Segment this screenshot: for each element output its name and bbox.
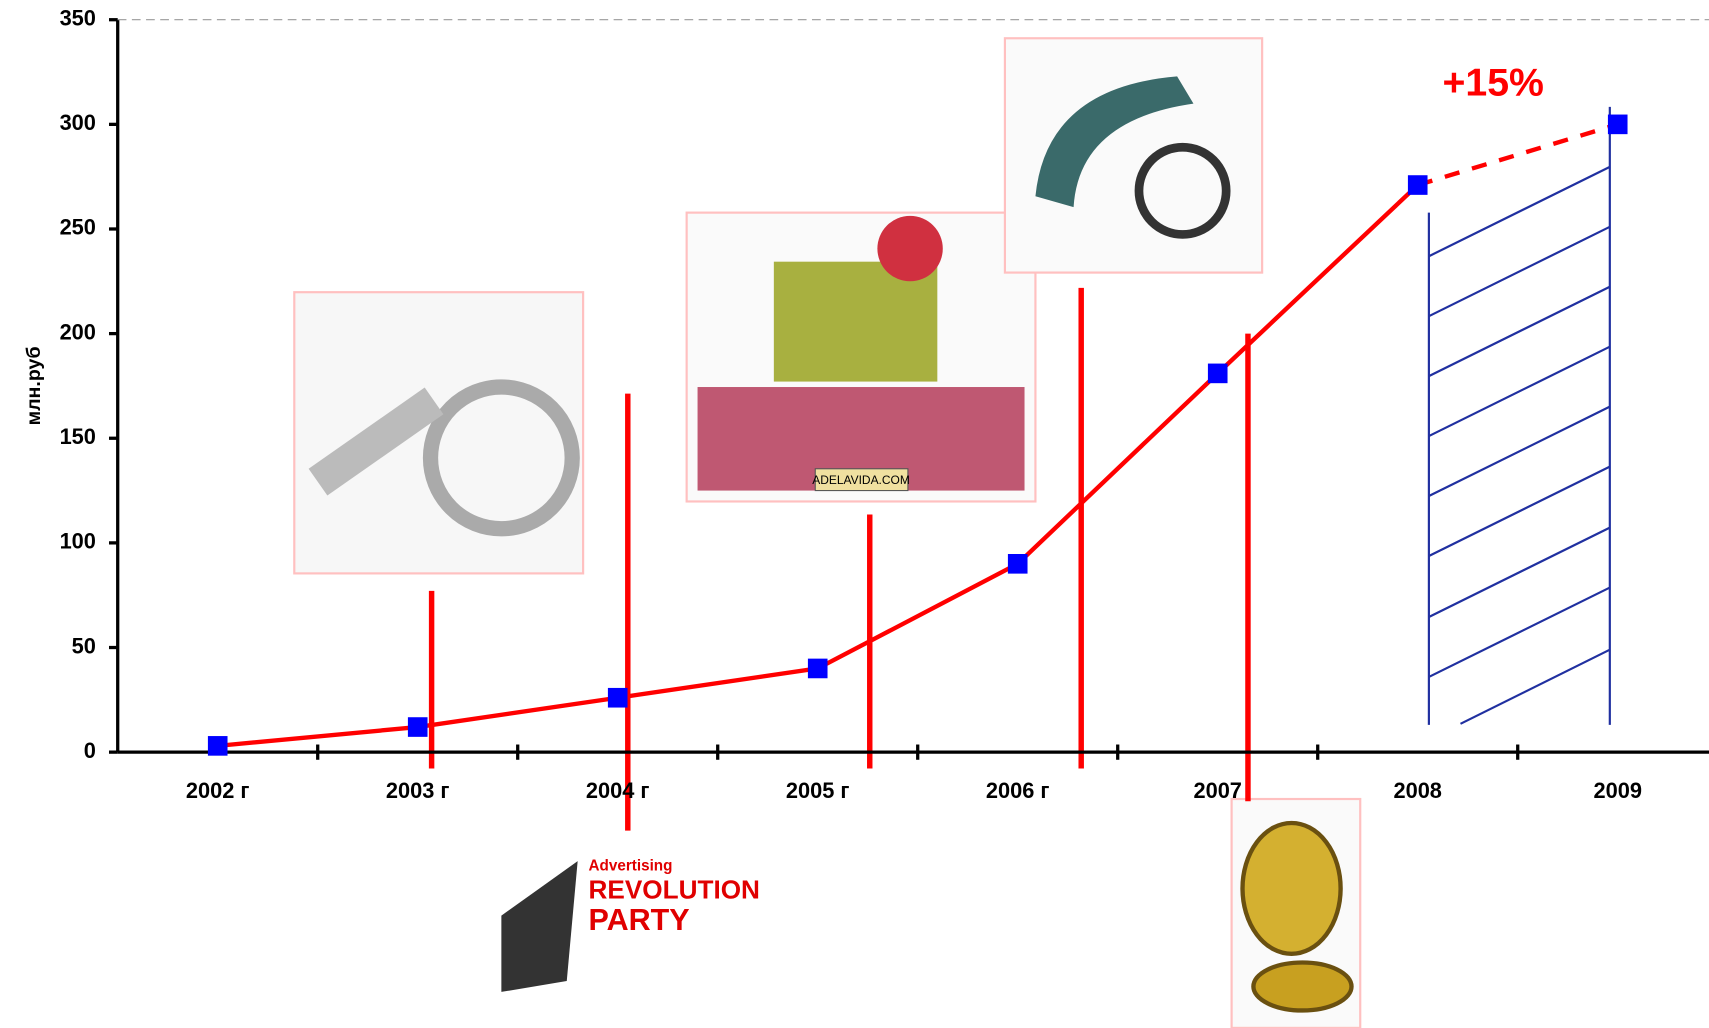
x-tick-label: 2002 г	[186, 778, 250, 803]
hatch-line	[1460, 650, 1609, 724]
y-tick-label: 300	[60, 110, 96, 135]
illustration-text: REVOLUTION	[589, 875, 760, 905]
y-tick-label: 100	[60, 529, 96, 554]
arp-logo	[501, 861, 577, 992]
illustration-text: PARTY	[589, 903, 690, 937]
x-tick-label: 2009	[1593, 778, 1641, 803]
y-tick-label: 0	[84, 738, 96, 763]
point	[1208, 364, 1228, 384]
y-tick-label: 150	[60, 424, 96, 449]
hatch-line	[1429, 347, 1610, 436]
hatch-line	[1429, 407, 1610, 496]
y-tick-label: 200	[60, 319, 96, 344]
coin	[1253, 963, 1351, 1011]
x-tick-label: 2006 г	[986, 778, 1050, 803]
x-tick-label: 2007	[1193, 778, 1241, 803]
point	[608, 688, 628, 708]
illustration-text: ADELAVIDA.COM	[812, 473, 910, 487]
illustration-text: Advertising	[589, 858, 673, 875]
annotation: +15%	[1442, 60, 1543, 104]
y-tick-label: 350	[60, 5, 96, 30]
hatch-line	[1429, 287, 1610, 376]
y-axis-label: млн.руб	[23, 346, 45, 425]
y-tick-label: 250	[60, 215, 96, 240]
point	[408, 717, 428, 737]
x-tick-label: 2005 г	[786, 778, 850, 803]
forecast-line	[1418, 124, 1618, 185]
x-tick-label: 2003 г	[386, 778, 450, 803]
illustrations: ADELAVIDA.COM Advertising REVOLUTION PAR…	[294, 38, 1360, 1028]
point	[1008, 554, 1028, 574]
x-tick-label: 2008	[1393, 778, 1441, 803]
point	[808, 659, 828, 679]
helmet	[877, 216, 942, 281]
x-tick-label: 2004 г	[586, 778, 650, 803]
point	[208, 736, 228, 756]
phone-picture	[1005, 38, 1262, 272]
forecast-hatch	[1429, 107, 1610, 725]
chart: ADELAVIDA.COM Advertising REVOLUTION PAR…	[0, 0, 1709, 1028]
hatch-line	[1429, 467, 1610, 556]
hatch-line	[1429, 227, 1610, 316]
point	[1608, 115, 1628, 135]
hatch-line	[1429, 167, 1610, 256]
hatch-line	[1429, 528, 1610, 617]
y-tick-label: 50	[72, 633, 96, 658]
coin	[1243, 823, 1341, 954]
point	[1408, 175, 1428, 195]
